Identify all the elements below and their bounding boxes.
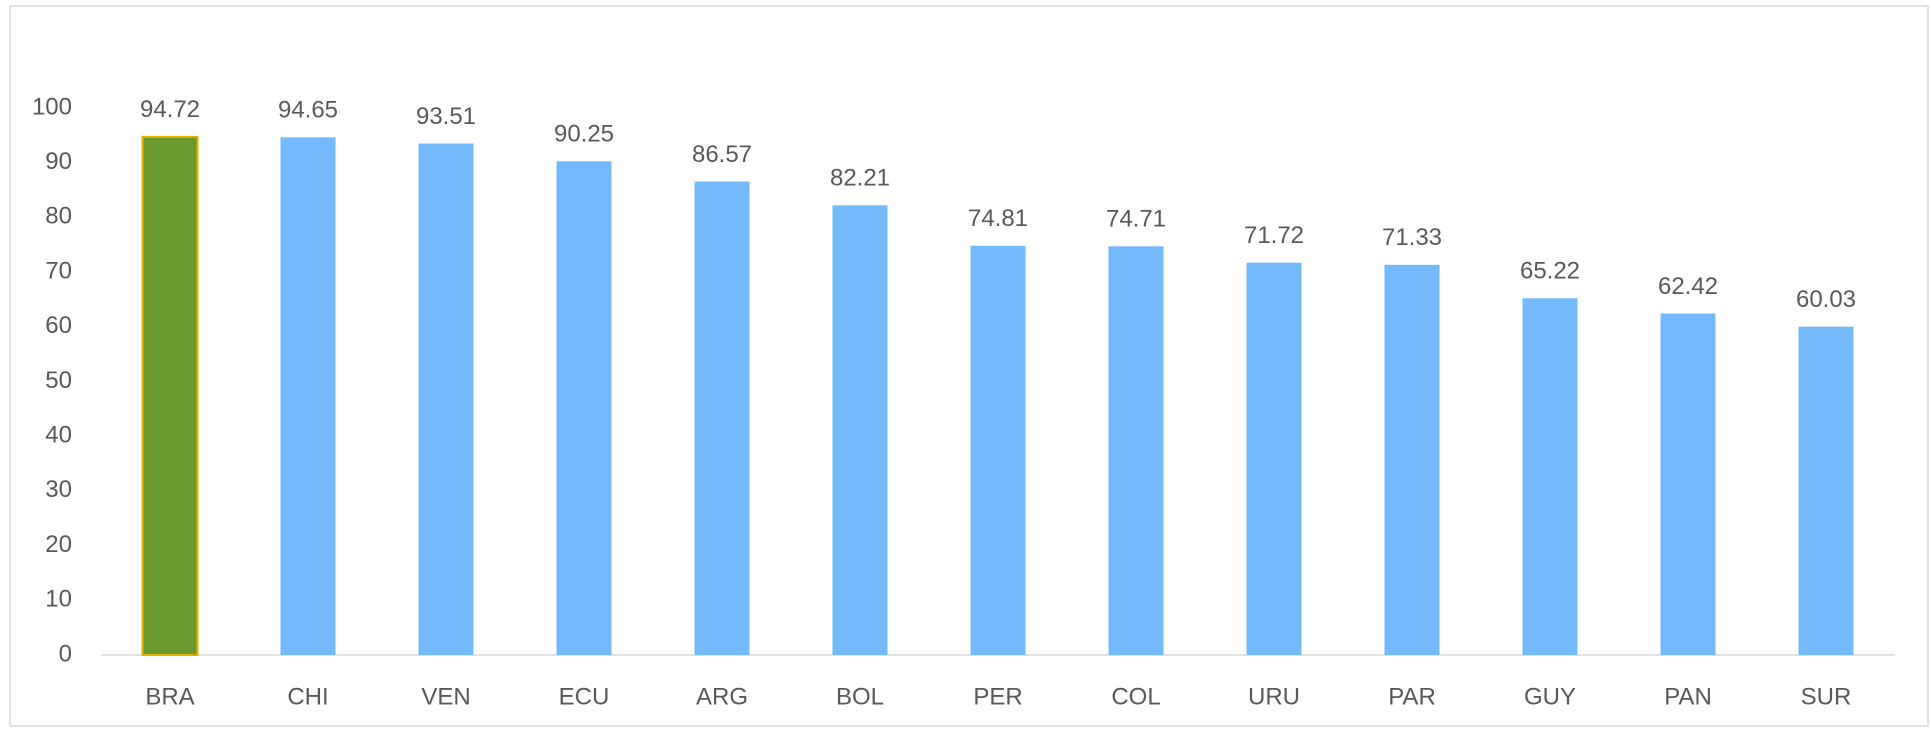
bar xyxy=(1384,264,1440,655)
bar xyxy=(1798,326,1854,655)
data-label: 86.57 xyxy=(692,141,752,168)
y-tick-label: 100 xyxy=(32,93,72,120)
x-tick-label: GUY xyxy=(1524,683,1576,710)
y-tick-label: 70 xyxy=(45,257,72,284)
data-label: 71.33 xyxy=(1382,224,1442,251)
y-tick-label: 10 xyxy=(45,586,72,613)
data-label: 60.03 xyxy=(1796,286,1856,313)
data-label: 74.71 xyxy=(1106,206,1166,233)
x-tick-label: CHI xyxy=(287,683,328,710)
data-label: 94.72 xyxy=(140,96,200,123)
bar xyxy=(418,143,474,655)
bar xyxy=(832,205,888,656)
bar xyxy=(1108,246,1164,655)
bar xyxy=(970,245,1026,655)
data-label: 90.25 xyxy=(554,121,614,148)
x-tick-label: PAR xyxy=(1388,683,1436,710)
y-tick-label: 80 xyxy=(45,203,72,230)
bar xyxy=(1660,313,1716,655)
y-tick-label: 0 xyxy=(59,640,72,667)
bar xyxy=(141,135,199,657)
data-label: 94.65 xyxy=(278,97,338,124)
x-tick-label: ECU xyxy=(559,683,610,710)
data-label: 74.81 xyxy=(968,205,1028,232)
x-tick-label: BOL xyxy=(836,683,884,710)
y-tick-label: 60 xyxy=(45,312,72,339)
bar xyxy=(1522,298,1578,655)
x-tick-label: PAN xyxy=(1664,683,1712,710)
x-tick-label: BRA xyxy=(145,683,194,710)
y-tick-label: 20 xyxy=(45,531,72,558)
bar xyxy=(1246,262,1302,655)
data-label: 62.42 xyxy=(1658,273,1718,300)
data-label: 82.21 xyxy=(830,165,890,192)
data-label: 93.51 xyxy=(416,103,476,130)
x-tick-label: SUR xyxy=(1801,683,1852,710)
x-tick-label: URU xyxy=(1248,683,1300,710)
x-tick-label: COL xyxy=(1111,683,1160,710)
bar xyxy=(556,161,612,655)
y-tick-label: 40 xyxy=(45,422,72,449)
y-tick-label: 90 xyxy=(45,148,72,175)
bar xyxy=(280,137,336,655)
data-label: 71.72 xyxy=(1244,222,1304,249)
data-label: 65.22 xyxy=(1520,258,1580,285)
y-tick-label: 50 xyxy=(45,367,72,394)
bar xyxy=(694,181,750,655)
x-tick-label: VEN xyxy=(421,683,470,710)
x-tick-label: PER xyxy=(973,683,1022,710)
y-tick-label: 30 xyxy=(45,476,72,503)
x-tick-label: ARG xyxy=(696,683,748,710)
